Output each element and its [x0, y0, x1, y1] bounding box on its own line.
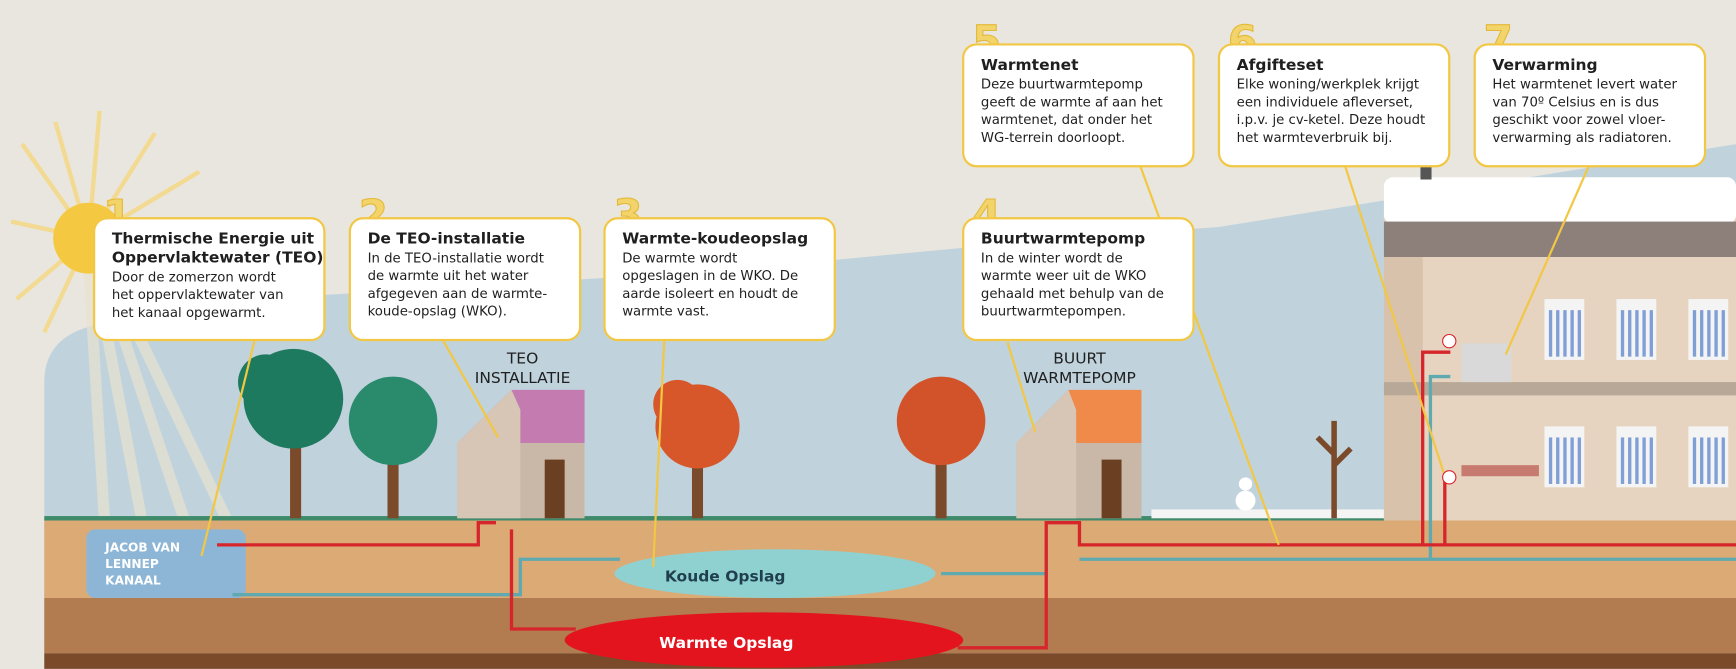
callout-body: De warmte wordt	[622, 252, 737, 267]
callout-body: het kanaal opgewarmt.	[112, 306, 266, 321]
window-pane	[1693, 310, 1696, 357]
callout-body: verwarming als radiatoren.	[1492, 131, 1671, 146]
label: JACOB VAN	[104, 541, 180, 555]
window-pane	[1700, 310, 1703, 357]
callout-body: geschikt voor zowel vloer-	[1492, 113, 1665, 128]
window-pane	[1650, 437, 1653, 484]
window-pane	[1570, 310, 1573, 357]
callout-title: Afgifteset	[1237, 56, 1324, 74]
callout-title: Thermische Energie uit	[112, 230, 315, 248]
callout-title: De TEO-installatie	[368, 230, 525, 248]
callout-title: Warmtenet	[981, 56, 1079, 74]
callout-body: gehaald met behulp van de	[981, 287, 1164, 302]
callout-body: In de winter wordt de	[981, 252, 1123, 267]
callout-body: een individuele afleverset,	[1237, 95, 1413, 110]
window-pane	[1722, 310, 1725, 357]
window-pane	[1635, 437, 1638, 484]
callout-title: Warmte-koudeopslag	[622, 230, 808, 248]
window-pane	[1707, 437, 1710, 484]
callout-body: koude-opslag (WKO).	[368, 305, 507, 320]
callout-body: Elke woning/werkplek krijgt	[1237, 78, 1419, 93]
window-pane	[1563, 437, 1566, 484]
callout-body: aarde isoleert en houdt de	[622, 287, 798, 302]
callout-body: warmte weer uit de WKO	[981, 269, 1146, 284]
label: Koude Opslag	[665, 567, 786, 585]
callout-body: warmte vast.	[622, 305, 709, 320]
window-pane	[1549, 437, 1552, 484]
callout-body: de warmte uit het water	[368, 269, 529, 284]
window-pane	[1714, 437, 1717, 484]
window-pane	[1714, 310, 1717, 357]
callout-title: Buurtwarmtepomp	[981, 230, 1145, 248]
window-pane	[1642, 310, 1645, 357]
callout-body: het oppervlaktewater van	[112, 288, 284, 303]
callout-body: i.p.v. je cv-ketel. Deze houdt	[1237, 113, 1426, 128]
callout-body: buurtwarmtepompen.	[981, 305, 1126, 320]
callout-title: Oppervlaktewater (TEO)	[112, 249, 324, 267]
callout-body: warmtenet, dat onder het	[981, 113, 1152, 128]
callout-body: Het warmtenet levert water	[1492, 78, 1677, 93]
window-pane	[1556, 437, 1559, 484]
window-pane	[1693, 437, 1696, 484]
label: TEO	[506, 349, 538, 367]
window-pane	[1578, 437, 1581, 484]
window-pane	[1628, 310, 1631, 357]
window-pane	[1642, 437, 1645, 484]
label: BUURT	[1053, 349, 1106, 367]
window-pane	[1621, 437, 1624, 484]
label: KANAAL	[105, 574, 161, 588]
window-pane	[1707, 310, 1710, 357]
label: LENNEP	[105, 557, 159, 571]
window-pane	[1578, 310, 1581, 357]
window-pane	[1700, 437, 1703, 484]
callout-body: het warmteverbruik bij.	[1237, 131, 1393, 146]
diagram: 1Thermische Energie uitOppervlaktewater …	[0, 0, 1736, 669]
window-pane	[1556, 310, 1559, 357]
window-pane	[1570, 437, 1573, 484]
label: Warmte Opslag	[659, 634, 793, 652]
window-pane	[1621, 310, 1624, 357]
window-pane	[1563, 310, 1566, 357]
window-pane	[1549, 310, 1552, 357]
callout-title: Verwarming	[1492, 56, 1597, 74]
snow-ground	[1151, 509, 1395, 518]
callout-body: van 70º Celsius en is dus	[1492, 95, 1659, 110]
callout-body: Deze buurtwarmtepomp	[981, 78, 1143, 93]
window-pane	[1635, 310, 1638, 357]
callout-body: afgegeven aan de warmte-	[368, 287, 548, 302]
window-pane	[1722, 437, 1725, 484]
label: INSTALLATIE	[475, 369, 571, 387]
valve	[1443, 471, 1456, 484]
window-pane	[1650, 310, 1653, 357]
window-pane	[1628, 437, 1631, 484]
valve	[1443, 335, 1456, 348]
callout-body: geeft de warmte af aan het	[981, 95, 1163, 110]
label: WARMTEPOMP	[1023, 369, 1136, 387]
callout-body: WG-terrein doorloopt.	[981, 131, 1125, 146]
callout-body: opgeslagen in de WKO. De	[622, 269, 798, 284]
callout-body: In de TEO-installatie wordt	[368, 252, 544, 267]
callout-body: Door de zomerzon wordt	[112, 270, 276, 285]
page: 1Thermische Energie uitOppervlaktewater …	[0, 0, 1736, 669]
